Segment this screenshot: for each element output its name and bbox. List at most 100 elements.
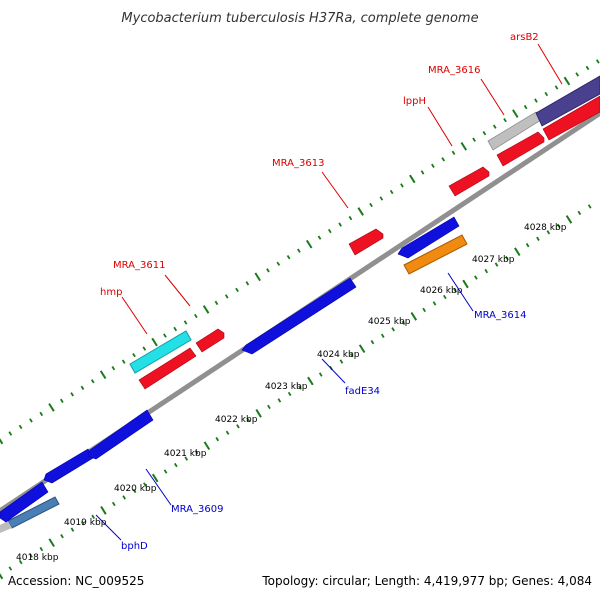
label-fadE34[interactable]: fadE34 <box>345 386 380 397</box>
minor-tick <box>432 301 437 306</box>
tick-label: 4022 kbp <box>215 415 258 425</box>
label-arsB2[interactable]: arsB2 <box>510 32 539 43</box>
label-MRA_3613[interactable]: MRA_3613 <box>272 158 324 169</box>
gene-MRA_3613[interactable] <box>348 228 384 256</box>
minor-tick <box>39 411 44 417</box>
minor-tick <box>505 256 509 261</box>
minor-tick <box>60 398 64 403</box>
tick-label: 4020 kbp <box>114 484 157 494</box>
minor-tick <box>18 424 23 430</box>
minor-tick <box>575 72 580 77</box>
label-hmp[interactable]: hmp <box>100 287 122 298</box>
gene-reverse-arrow[interactable] <box>397 216 460 259</box>
minor-tick <box>297 248 301 253</box>
gene-forward-arrow[interactable] <box>542 95 600 141</box>
major-tick <box>0 573 4 580</box>
gene-reverse-arrow[interactable] <box>43 448 94 484</box>
minor-tick <box>339 359 344 364</box>
accession-text: Accession: NC_009525 <box>8 574 144 588</box>
label-MRA_3616[interactable]: MRA_3616 <box>428 65 480 76</box>
label-MRA_3611[interactable]: MRA_3611 <box>113 260 165 271</box>
minor-tick <box>267 404 271 410</box>
major-tick <box>100 505 107 515</box>
minor-tick <box>544 91 549 97</box>
minor-tick <box>577 210 582 216</box>
minor-tick <box>494 262 499 267</box>
minor-tick <box>224 294 229 299</box>
major-tick <box>409 174 416 184</box>
gene-forward-arrow[interactable] <box>496 131 545 167</box>
leader-arsB2 <box>537 43 563 85</box>
minor-tick <box>422 307 426 313</box>
outer-tick-ring <box>0 59 600 445</box>
label-MRA_3614[interactable]: MRA_3614 <box>474 310 526 321</box>
gene-forward-arrow[interactable] <box>138 347 197 390</box>
minor-tick <box>236 424 240 429</box>
minor-tick <box>132 488 137 494</box>
major-tick <box>305 239 313 249</box>
major-tick <box>48 403 55 412</box>
tick-label: 4024 kbp <box>317 350 360 360</box>
minor-tick <box>70 527 75 532</box>
gene-MRA_3609[interactable] <box>87 409 154 460</box>
tick-label: 4025 kbp <box>368 317 411 327</box>
tick-labels: 4018 kbp 4019 kbp 4020 kbp 4021 kbp 4022… <box>16 223 567 563</box>
minor-tick <box>554 85 559 90</box>
gene-MRA_3611[interactable] <box>195 328 225 353</box>
tick-label: 4023 kbp <box>265 382 308 392</box>
minor-tick <box>286 255 291 260</box>
minor-tick <box>474 275 478 280</box>
tick-label: 4028 kbp <box>524 223 567 233</box>
gene-hmp[interactable] <box>129 330 192 374</box>
major-tick <box>255 408 262 418</box>
minor-tick <box>298 385 302 390</box>
minor-tick <box>317 235 322 240</box>
minor-tick <box>235 287 239 293</box>
minor-tick <box>389 189 394 195</box>
gene-MRA_3614[interactable] <box>403 234 468 275</box>
gene-reverse-arrow[interactable] <box>0 481 49 523</box>
leader-hmp <box>121 296 148 335</box>
label-lppH[interactable]: lppH <box>403 96 426 107</box>
gene-lppH[interactable] <box>448 166 490 197</box>
minor-tick <box>246 417 251 422</box>
minor-tick <box>370 340 375 345</box>
minor-tick <box>587 204 592 209</box>
minor-tick <box>472 137 476 142</box>
minor-tick <box>91 514 95 519</box>
major-tick <box>462 279 469 289</box>
minor-tick <box>29 418 33 423</box>
minor-tick <box>443 294 447 300</box>
minor-tick <box>194 450 199 455</box>
label-bphD[interactable]: bphD <box>121 541 148 552</box>
major-tick <box>565 215 573 224</box>
label-MRA_3609[interactable]: MRA_3609 <box>171 504 223 515</box>
minor-tick <box>492 124 497 129</box>
minor-tick <box>90 379 95 384</box>
minor-tick <box>80 385 85 390</box>
minor-tick <box>163 333 167 338</box>
minor-tick <box>183 320 188 325</box>
leader-fadE34 <box>321 358 346 384</box>
leader-MRA_3614 <box>447 272 474 312</box>
major-tick <box>0 438 4 445</box>
minor-tick <box>39 546 44 552</box>
minor-tick <box>431 163 435 168</box>
major-tick <box>563 76 571 86</box>
minor-tick <box>391 327 395 332</box>
minor-tick <box>287 391 292 397</box>
major-tick <box>307 376 314 386</box>
minor-tick <box>525 243 530 248</box>
major-tick <box>151 337 158 347</box>
minor-tick <box>111 501 116 507</box>
minor-tick <box>60 534 64 539</box>
minor-tick <box>80 521 85 526</box>
minor-tick <box>585 65 590 71</box>
minor-tick <box>245 281 250 286</box>
minor-tick <box>18 559 23 565</box>
minor-tick <box>482 131 487 136</box>
minor-tick <box>401 320 406 325</box>
gene-arsB2[interactable] <box>535 75 600 127</box>
gene-fadE34[interactable] <box>241 277 357 355</box>
tick-label: 4027 kbp <box>472 255 515 265</box>
